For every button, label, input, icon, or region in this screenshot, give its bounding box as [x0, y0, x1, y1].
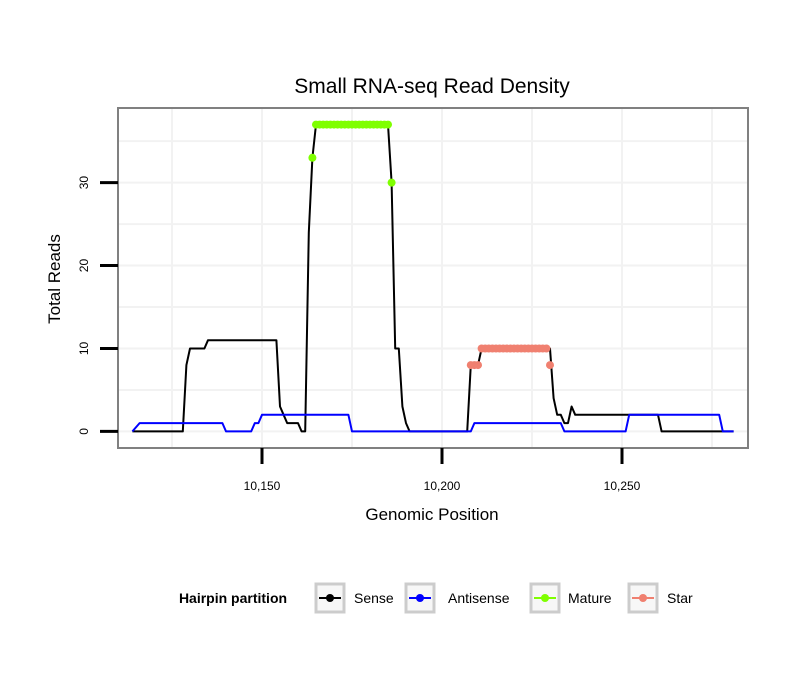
- star-point: [542, 344, 551, 353]
- legend-key-dot: [416, 594, 424, 602]
- star-series: [466, 344, 554, 370]
- legend-item-mature: Mature: [529, 582, 612, 614]
- star-point: [546, 361, 554, 370]
- x-tick-label: 10,200: [424, 479, 461, 493]
- x-axis: 10,150 10,200 10,250: [244, 448, 641, 493]
- sense-line: [132, 123, 734, 433]
- mature-point: [384, 120, 392, 129]
- legend-label-mature: Mature: [568, 590, 612, 606]
- legend-item-sense: Sense: [314, 582, 394, 614]
- antisense-series: [131, 413, 734, 433]
- legend-key-dot: [326, 594, 334, 602]
- legend: Hairpin partition Sense Antisense Mature St…: [179, 582, 693, 614]
- legend-title: Hairpin partition: [179, 590, 287, 606]
- grid: [118, 108, 748, 448]
- y-tick-label: 10: [77, 341, 91, 355]
- legend-key-dot: [541, 594, 549, 602]
- mature-point: [387, 178, 396, 187]
- x-tick-label: 10,150: [244, 479, 281, 493]
- antisense-line: [131, 413, 734, 433]
- plot-panel: [117, 107, 749, 449]
- x-tick-label: 10,250: [604, 479, 641, 493]
- sense-series: [132, 123, 734, 433]
- mature-series: [308, 120, 396, 187]
- mature-point: [308, 153, 317, 162]
- legend-item-star: Star: [627, 582, 693, 614]
- y-tick-label: 0: [77, 428, 91, 435]
- legend-item-antisense: Antisense: [404, 582, 510, 614]
- x-axis-title: Genomic Position: [365, 505, 498, 524]
- legend-key-dot: [639, 594, 647, 602]
- star-point: [474, 361, 482, 370]
- y-tick-label: 20: [77, 259, 91, 273]
- legend-label-antisense: Antisense: [448, 590, 510, 606]
- y-axis-title: Total Reads: [45, 234, 64, 324]
- y-axis: 0 10 20 30: [77, 176, 118, 435]
- chart-title: Small RNA-seq Read Density: [294, 75, 570, 98]
- legend-label-star: Star: [667, 590, 693, 606]
- series-layer: [131, 120, 734, 433]
- legend-label-sense: Sense: [354, 590, 394, 606]
- y-tick-label: 30: [77, 176, 91, 190]
